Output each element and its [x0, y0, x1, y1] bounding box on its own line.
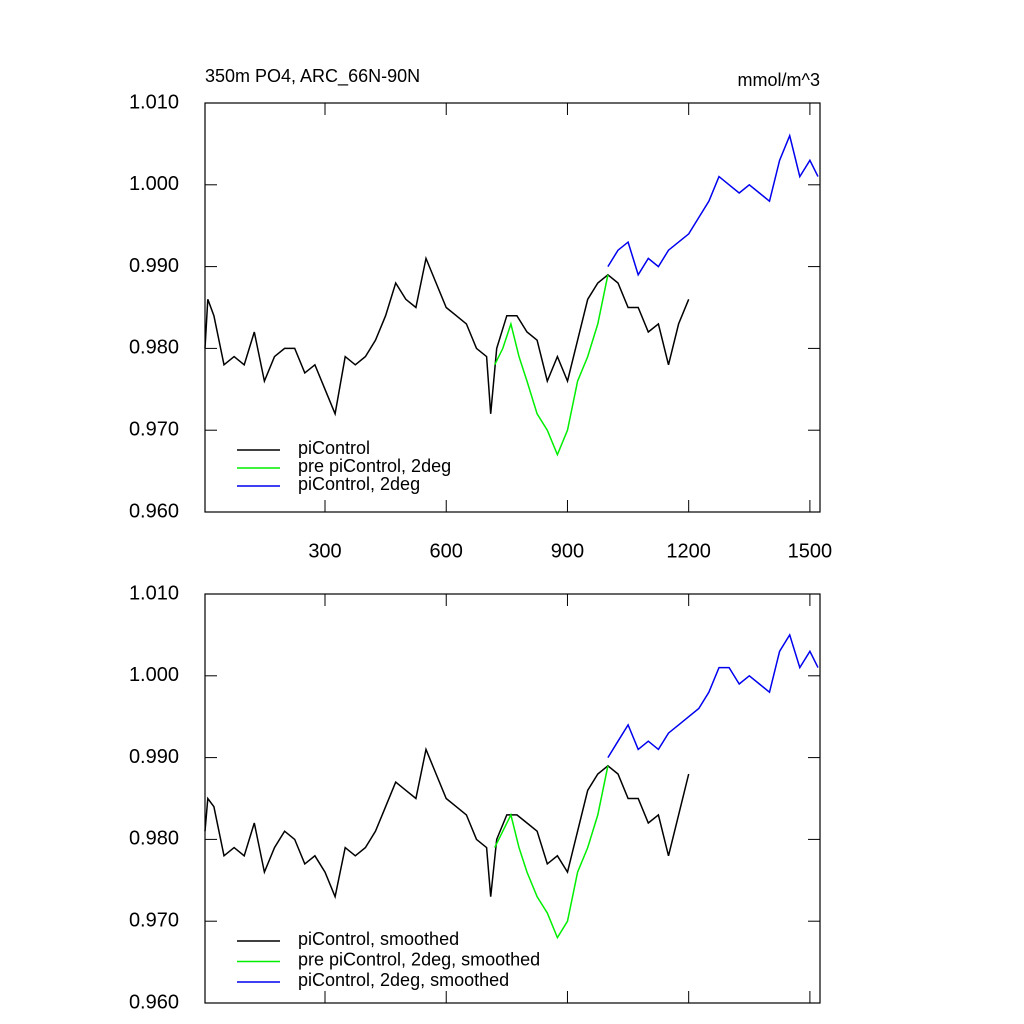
- series-line: [494, 274, 609, 457]
- y-tick-label: 0.970: [129, 418, 179, 440]
- legend-label: pre piControl, 2deg, smoothed: [298, 949, 540, 969]
- y-tick-label: 1.000: [129, 664, 179, 686]
- x-tick-label: 1200: [666, 540, 711, 562]
- series-line: [204, 255, 690, 417]
- y-tick-label: 0.960: [129, 991, 179, 1013]
- series-line: [607, 633, 819, 758]
- y-tick-label: 0.970: [129, 909, 179, 931]
- chart-title: 350m PO4, ARC_66N-90N: [205, 66, 420, 87]
- y-tick-label: 0.960: [129, 500, 179, 522]
- series-line: [607, 133, 819, 277]
- legend-label: piControl: [298, 438, 370, 458]
- y-tick-label: 1.010: [129, 582, 179, 604]
- y-tick-label: 1.000: [129, 173, 179, 195]
- plot-frame: [204, 593, 821, 1004]
- x-tick-label: 900: [551, 540, 584, 562]
- plot-frame: [204, 102, 821, 513]
- x-tick-label: 600: [430, 540, 463, 562]
- legend-label: piControl, smoothed: [298, 929, 459, 949]
- series-line: [204, 746, 690, 900]
- y-tick-label: 0.990: [129, 746, 179, 768]
- y-tick-label: 0.980: [129, 828, 179, 850]
- x-tick-label: 300: [308, 540, 341, 562]
- y-tick-label: 0.980: [129, 337, 179, 359]
- x-tick-label: 1500: [788, 540, 833, 562]
- y-tick-label: 0.990: [129, 255, 179, 277]
- y-tick-label: 1.010: [129, 91, 179, 113]
- legend-label: piControl, 2deg, smoothed: [298, 970, 509, 990]
- units-label: mmol/m^3: [738, 70, 820, 90]
- legend-label: pre piControl, 2deg: [298, 456, 451, 476]
- legend-label: piControl, 2deg: [298, 474, 420, 494]
- series-line: [494, 765, 609, 940]
